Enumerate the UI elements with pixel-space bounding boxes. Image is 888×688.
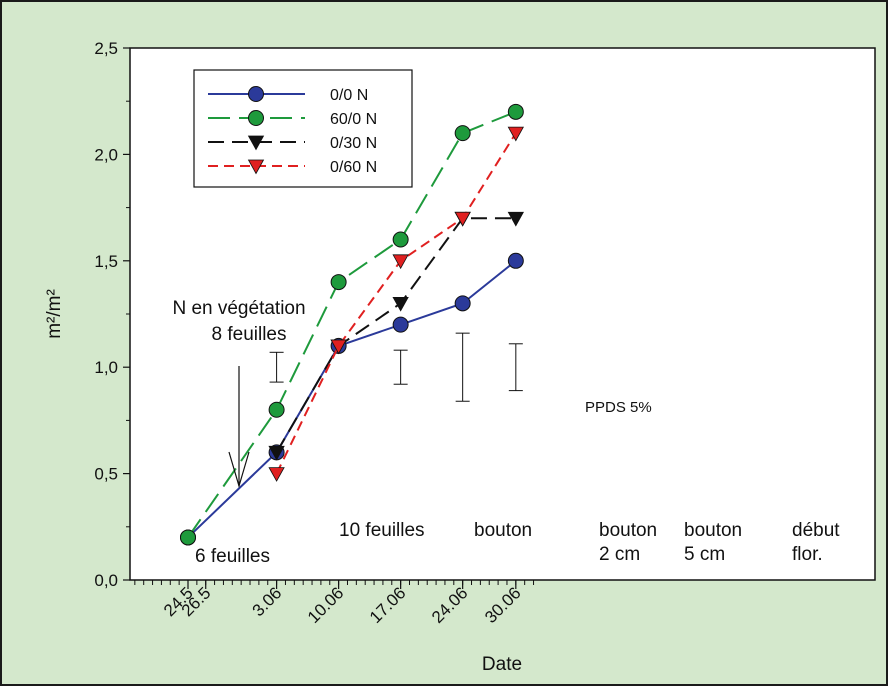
legend-swatch-marker — [247, 135, 265, 151]
data-point — [392, 231, 409, 248]
legend-label: 0/0 N — [330, 87, 368, 104]
y-tick-label: 0,5 — [94, 465, 118, 484]
data-point — [330, 339, 347, 355]
legend-label: 60/0 N — [330, 111, 377, 128]
n-application-label-line2: 8 feuilles — [212, 324, 287, 345]
annotations-layer: N en végétation 8 feuilles 6 feuilles 10… — [172, 298, 840, 567]
legend-label: 0/60 N — [330, 159, 377, 176]
series-3 — [268, 126, 524, 482]
stage-label-10-feuilles: 10 feuilles — [339, 520, 425, 541]
legend-swatch-marker — [247, 159, 265, 175]
y-tick-label: 1,5 — [94, 252, 118, 271]
n-application-label-line1: N en végétation — [172, 298, 305, 319]
stage-label-bouton-5cm-line2: 5 cm — [684, 544, 725, 565]
error-bars-layer: PPDS 5% — [269, 332, 652, 416]
y-tick-label: 2,5 — [94, 39, 118, 58]
data-point — [268, 401, 285, 418]
data-point — [454, 211, 471, 227]
data-point — [507, 103, 524, 120]
stage-label-bouton-2cm-line2: 2 cm — [599, 544, 640, 565]
data-point — [268, 445, 285, 461]
error-bar-label: PPDS 5% — [585, 399, 652, 416]
legend-box — [193, 69, 413, 188]
stage-label-bouton: bouton — [474, 520, 532, 541]
y-tick-label: 1,0 — [94, 358, 118, 377]
data-point — [392, 296, 409, 312]
legend-label: 0/30 N — [330, 135, 377, 152]
stage-label-bouton-5cm-line1: bouton — [684, 520, 742, 541]
x-tick-label: 10.06 — [304, 583, 348, 627]
data-point — [392, 254, 409, 270]
stage-label-bouton-2cm-line1: bouton — [599, 520, 657, 541]
data-point — [180, 529, 196, 546]
series-line — [187, 260, 517, 539]
y-tick-label: 0,0 — [94, 571, 118, 590]
stage-label-debut-flor-line1: début — [792, 520, 840, 541]
legend: 0/0 N 60/0 N 0/30 N 0/60 N — [193, 69, 413, 188]
series-line — [187, 110, 517, 539]
legend-swatch-marker — [248, 86, 264, 102]
n-application-arrow — [228, 366, 250, 489]
x-tick-label: 3.06 — [249, 583, 286, 620]
legend-swatch-marker — [248, 110, 264, 126]
data-point — [507, 252, 524, 269]
x-tick-label: 30.06 — [481, 583, 525, 627]
data-point — [507, 211, 524, 227]
data-point — [454, 125, 471, 142]
data-point — [268, 467, 285, 482]
data-point — [330, 274, 347, 291]
series-1 — [180, 103, 524, 546]
data-point — [454, 295, 471, 312]
data-point — [392, 316, 409, 333]
stage-label-6-feuilles: 6 feuilles — [195, 546, 270, 567]
x-tick-label: 24.06 — [428, 583, 472, 627]
x-axis-title: Date — [482, 654, 522, 675]
stage-label-debut-flor-line2: flor. — [792, 544, 823, 565]
data-point — [507, 126, 524, 142]
series-layer — [180, 103, 524, 546]
x-tick-label: 17.06 — [366, 583, 410, 627]
y-axis-title: m²/m² — [44, 289, 65, 339]
y-tick-label: 2,0 — [94, 145, 118, 164]
